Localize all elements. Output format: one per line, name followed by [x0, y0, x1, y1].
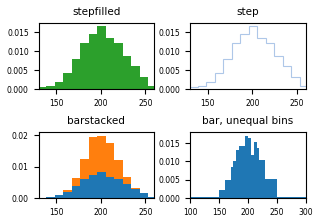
Bar: [72, 178, 80, 186]
Bar: [114, 160, 123, 179]
Bar: [106, 177, 114, 198]
Title: step: step: [236, 7, 259, 17]
Bar: [131, 188, 140, 189]
Bar: [97, 172, 106, 198]
Title: barstacked: barstacked: [68, 116, 125, 126]
Bar: [63, 190, 72, 192]
Bar: [236, 150, 239, 198]
Bar: [239, 146, 242, 198]
Bar: [265, 179, 277, 198]
Bar: [190, 197, 219, 198]
Bar: [254, 142, 257, 198]
Bar: [140, 193, 148, 198]
Bar: [131, 189, 140, 198]
Bar: [277, 197, 306, 198]
Bar: [219, 190, 225, 198]
Bar: [251, 155, 254, 198]
Bar: [89, 175, 97, 198]
Bar: [89, 137, 97, 175]
Bar: [114, 179, 123, 198]
Bar: [260, 160, 265, 198]
Polygon shape: [21, 26, 190, 89]
Bar: [46, 197, 55, 198]
Bar: [225, 179, 230, 198]
Bar: [148, 197, 156, 198]
Bar: [72, 186, 80, 198]
Bar: [63, 192, 72, 198]
Bar: [80, 179, 89, 198]
Bar: [123, 184, 131, 198]
Title: bar, unequal bins: bar, unequal bins: [202, 116, 293, 126]
Bar: [245, 136, 248, 198]
Bar: [55, 195, 63, 198]
Title: stepfilled: stepfilled: [72, 7, 121, 17]
Bar: [123, 177, 131, 184]
Bar: [106, 143, 114, 177]
Bar: [242, 146, 245, 198]
Bar: [80, 159, 89, 179]
Bar: [248, 138, 251, 198]
Bar: [97, 136, 106, 172]
Bar: [230, 167, 233, 198]
Bar: [233, 161, 236, 198]
Bar: [257, 148, 260, 198]
